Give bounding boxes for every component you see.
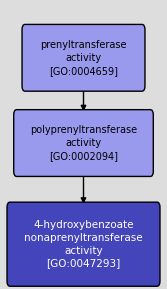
Text: prenyltransferase
activity
[GO:0004659]: prenyltransferase activity [GO:0004659] (40, 40, 127, 76)
FancyBboxPatch shape (22, 25, 145, 91)
Text: polyprenyltransferase
activity
[GO:0002094]: polyprenyltransferase activity [GO:00020… (30, 125, 137, 161)
Text: 4-hydroxybenzoate
nonaprenyltransferase
activity
[GO:0047293]: 4-hydroxybenzoate nonaprenyltransferase … (24, 220, 143, 268)
FancyBboxPatch shape (7, 202, 160, 286)
FancyBboxPatch shape (14, 110, 153, 176)
